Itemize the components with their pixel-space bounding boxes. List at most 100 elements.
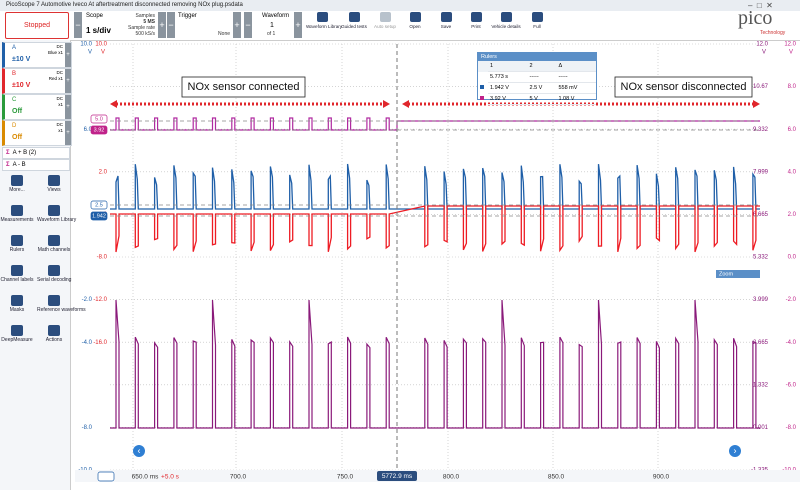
tool-button[interactable]: Serial decoding: [37, 265, 71, 283]
annotation-box: [181, 76, 306, 98]
x-axis-strip: [75, 470, 800, 482]
axis-unit: V: [101, 50, 105, 56]
toolbar-button[interactable]: Auto setup: [369, 12, 401, 29]
trigger-label: Trigger: [178, 13, 197, 19]
tool-button[interactable]: Math channels: [37, 235, 71, 253]
button-label: Waveform Library: [306, 24, 343, 29]
button-label: Vehicle details: [491, 24, 521, 29]
rulers-cell: 3.92 V: [488, 93, 528, 105]
tool-button[interactable]: Waveform Library: [37, 205, 76, 223]
button-icon: [440, 12, 452, 22]
scope-minus[interactable]: −: [74, 12, 82, 38]
tool-button[interactable]: DeepMeasure: [0, 325, 34, 343]
window-controls[interactable]: – □ ✕: [748, 1, 773, 10]
axis-label: -2.0: [786, 297, 797, 303]
rulers-cell: 1.942 V: [488, 82, 528, 94]
row-swatch: [478, 72, 488, 83]
axis-unit: V: [762, 50, 766, 56]
toolbar-button[interactable]: Vehicle details: [490, 12, 522, 29]
channel-name: B: [12, 71, 17, 77]
toolbar-button[interactable]: Save: [430, 12, 462, 29]
channel-name: D: [12, 123, 17, 129]
tool-button[interactable]: More...: [0, 175, 34, 193]
button-icon: [470, 12, 482, 22]
timebase[interactable]: 1 s/div: [86, 26, 111, 35]
ruler-tag: [90, 200, 108, 210]
button-icon: [348, 12, 360, 22]
axis-label: 1.332: [753, 382, 769, 388]
button-label: Open: [409, 24, 421, 29]
window-title: PicoScope 7 Automotive Iveco At aftertre…: [6, 2, 243, 8]
tool-label: Views: [47, 187, 61, 193]
tool-button[interactable]: Reference waveforms: [37, 295, 86, 313]
scope-plus[interactable]: +: [158, 12, 166, 38]
toolbar-button[interactable]: Open: [399, 12, 431, 29]
status-button[interactable]: Stopped: [5, 12, 69, 39]
axis-label: 2.0: [788, 212, 797, 218]
channel-plus[interactable]: +: [65, 95, 71, 119]
tool-icon: [48, 235, 60, 246]
axis-label: -8.0: [786, 425, 797, 431]
tool-label: DeepMeasure: [1, 337, 33, 343]
tool-button[interactable]: Measurements: [0, 205, 34, 223]
tool-button[interactable]: Masks: [0, 295, 34, 313]
toolbar-button[interactable]: Full: [521, 12, 553, 29]
button-label: Save: [440, 24, 452, 29]
math-icon: Σ: [6, 162, 10, 168]
tool-icon: [48, 205, 60, 216]
trace-a: [110, 163, 760, 210]
trigger-mode[interactable]: None: [218, 31, 230, 37]
channel-probe: Red x1: [48, 76, 63, 81]
channel-plus[interactable]: +: [65, 43, 71, 67]
button-label: Print: [471, 24, 481, 29]
toolbar-button[interactable]: Print: [460, 12, 492, 29]
tool-icon: [11, 265, 23, 276]
rulers-panel: Rulers 1 2 Δ 5.773 s ----- ----- 1.942 V 2.5 V 55…: [477, 52, 597, 105]
tool-button[interactable]: Rulers: [0, 235, 34, 253]
channel-probe: x1: [58, 128, 63, 133]
title-bar: PicoScope 7 Automotive Iveco At aftertre…: [0, 0, 800, 11]
zoom-panel: [716, 270, 760, 278]
ruler-time-tag: [377, 471, 417, 481]
rulers-cell: -----: [527, 71, 557, 83]
toolbar-button[interactable]: Waveform Library: [306, 12, 343, 29]
tool-button[interactable]: Views: [37, 175, 71, 193]
axis-label: 9.332: [753, 127, 769, 133]
channel-card[interactable]: D DC x1 Off +: [2, 120, 72, 146]
channel-card[interactable]: C DC x1 Off +: [2, 94, 72, 120]
button-icon: [500, 12, 512, 22]
axis-label: -2.0: [82, 297, 93, 303]
scroll-button[interactable]: [729, 445, 741, 457]
ruler-time: 5772.9 ms: [382, 473, 413, 480]
channel-plus[interactable]: +: [65, 69, 71, 93]
axis-label: 6.0: [84, 127, 93, 133]
axis-unit: V: [88, 50, 92, 56]
channel-plus[interactable]: +: [65, 121, 71, 145]
axis-label: 3.999: [753, 297, 769, 303]
waveform-plus[interactable]: +: [294, 12, 302, 38]
left-panel: A DC Blue x1 ±10 V + B DC Red x1 ±10 V + C DC x1 Off +…: [0, 40, 86, 490]
rate-label: Sample rate: [128, 25, 155, 31]
rulers-title: Rulers: [478, 53, 596, 61]
scroll-button[interactable]: [133, 445, 145, 457]
trigger-minus[interactable]: −: [167, 12, 175, 38]
trigger-plus[interactable]: +: [233, 12, 241, 38]
tool-button[interactable]: Actions: [37, 325, 71, 343]
x-tick-label: 850.0: [548, 474, 565, 481]
toolbar-button[interactable]: Guided tests: [338, 12, 370, 29]
axis-label: 2.0: [99, 169, 108, 175]
channel-coupling: DC: [56, 96, 64, 101]
channel-card[interactable]: A DC Blue x1 ±10 V +: [2, 42, 72, 68]
axis-label: 2.665: [753, 340, 769, 346]
channel-card[interactable]: B DC Red x1 ±10 V +: [2, 68, 72, 94]
channel-coupling: DC: [56, 122, 64, 127]
waveform-minus[interactable]: −: [244, 12, 252, 38]
axis-label: 0.001: [753, 425, 769, 431]
tool-button[interactable]: Channel labels: [0, 265, 34, 283]
tool-icon: [48, 175, 60, 186]
tool-label: Serial decoding: [37, 277, 72, 283]
